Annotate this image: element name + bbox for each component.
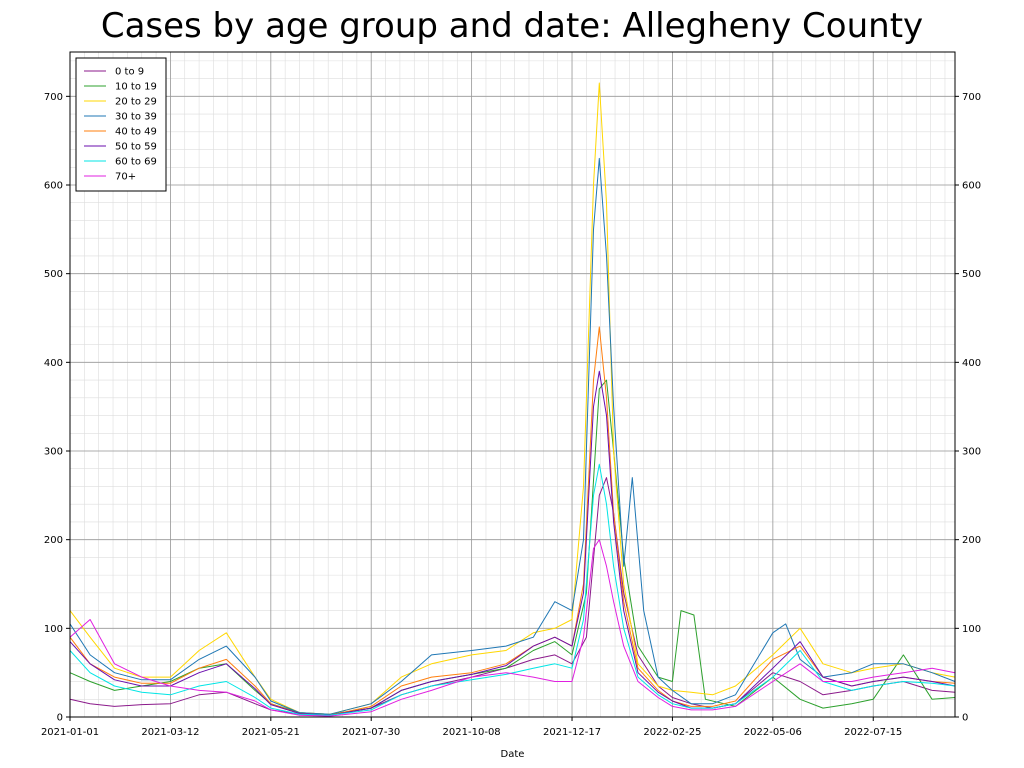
legend-label: 70+	[115, 172, 136, 183]
x-tick-label: 2022-05-06	[744, 727, 802, 738]
legend-label: 60 to 69	[115, 157, 157, 168]
x-tick-label: 2022-02-25	[643, 727, 701, 738]
y-tick-label: 300	[44, 447, 63, 458]
series-line	[69, 539, 956, 717]
series-line	[69, 379, 956, 715]
y-tick-label: 400	[44, 358, 63, 369]
y-tick-label: 100	[44, 624, 63, 635]
y-tick-label: 600	[44, 181, 63, 192]
legend-box	[75, 57, 167, 192]
major-grid	[69, 52, 955, 718]
legend-label: 10 to 19	[115, 82, 157, 93]
series-lines	[69, 82, 956, 717]
x-tick-label: 2022-07-15	[844, 727, 902, 738]
x-tick-label: 2021-01-01	[41, 727, 99, 738]
legend-label: 50 to 59	[115, 142, 157, 153]
plot-frame	[69, 51, 956, 718]
series-line	[69, 477, 956, 716]
x-tick-label: 2021-10-08	[443, 727, 501, 738]
axes: 0 0 100 100 200 200 300 300 400 400 500 500 600 600 70…	[41, 92, 981, 738]
x-tick-label: 2021-12-17	[543, 727, 601, 738]
x-tick-label: 2021-05-21	[242, 727, 300, 738]
series-line	[69, 370, 956, 716]
x-tick-label: 2021-07-30	[342, 727, 400, 738]
x-tick-label: 2021-03-12	[141, 727, 199, 738]
legend-label: 40 to 49	[115, 127, 157, 138]
chart-title: Cases by age group and date: Allegheny C…	[100, 6, 924, 46]
legend: 0 to 9 10 to 19 20 to 29 30 to 39 40 to 49 50…	[75, 57, 167, 192]
minor-grid	[69, 52, 955, 718]
y-tick-label-right: 100	[962, 624, 981, 635]
series-line	[69, 326, 956, 716]
y-tick-label-right: 0	[962, 713, 968, 724]
y-tick-label: 0	[57, 713, 63, 724]
series-line	[69, 157, 956, 715]
y-tick-label: 500	[44, 269, 63, 280]
y-tick-label-right: 400	[962, 358, 981, 369]
legend-label: 20 to 29	[115, 97, 157, 108]
x-axis-label: Date	[501, 749, 525, 760]
y-tick-label: 200	[44, 535, 63, 546]
y-tick-label: 700	[44, 92, 63, 103]
y-tick-label-right: 300	[962, 447, 981, 458]
y-tick-label-right: 700	[962, 92, 981, 103]
legend-label: 30 to 39	[115, 112, 157, 123]
y-tick-label-right: 500	[962, 269, 981, 280]
y-tick-label-right: 600	[962, 181, 981, 192]
series-line	[69, 82, 956, 715]
series-line	[69, 463, 956, 716]
y-tick-label-right: 200	[962, 535, 981, 546]
legend-label: 0 to 9	[115, 67, 144, 78]
